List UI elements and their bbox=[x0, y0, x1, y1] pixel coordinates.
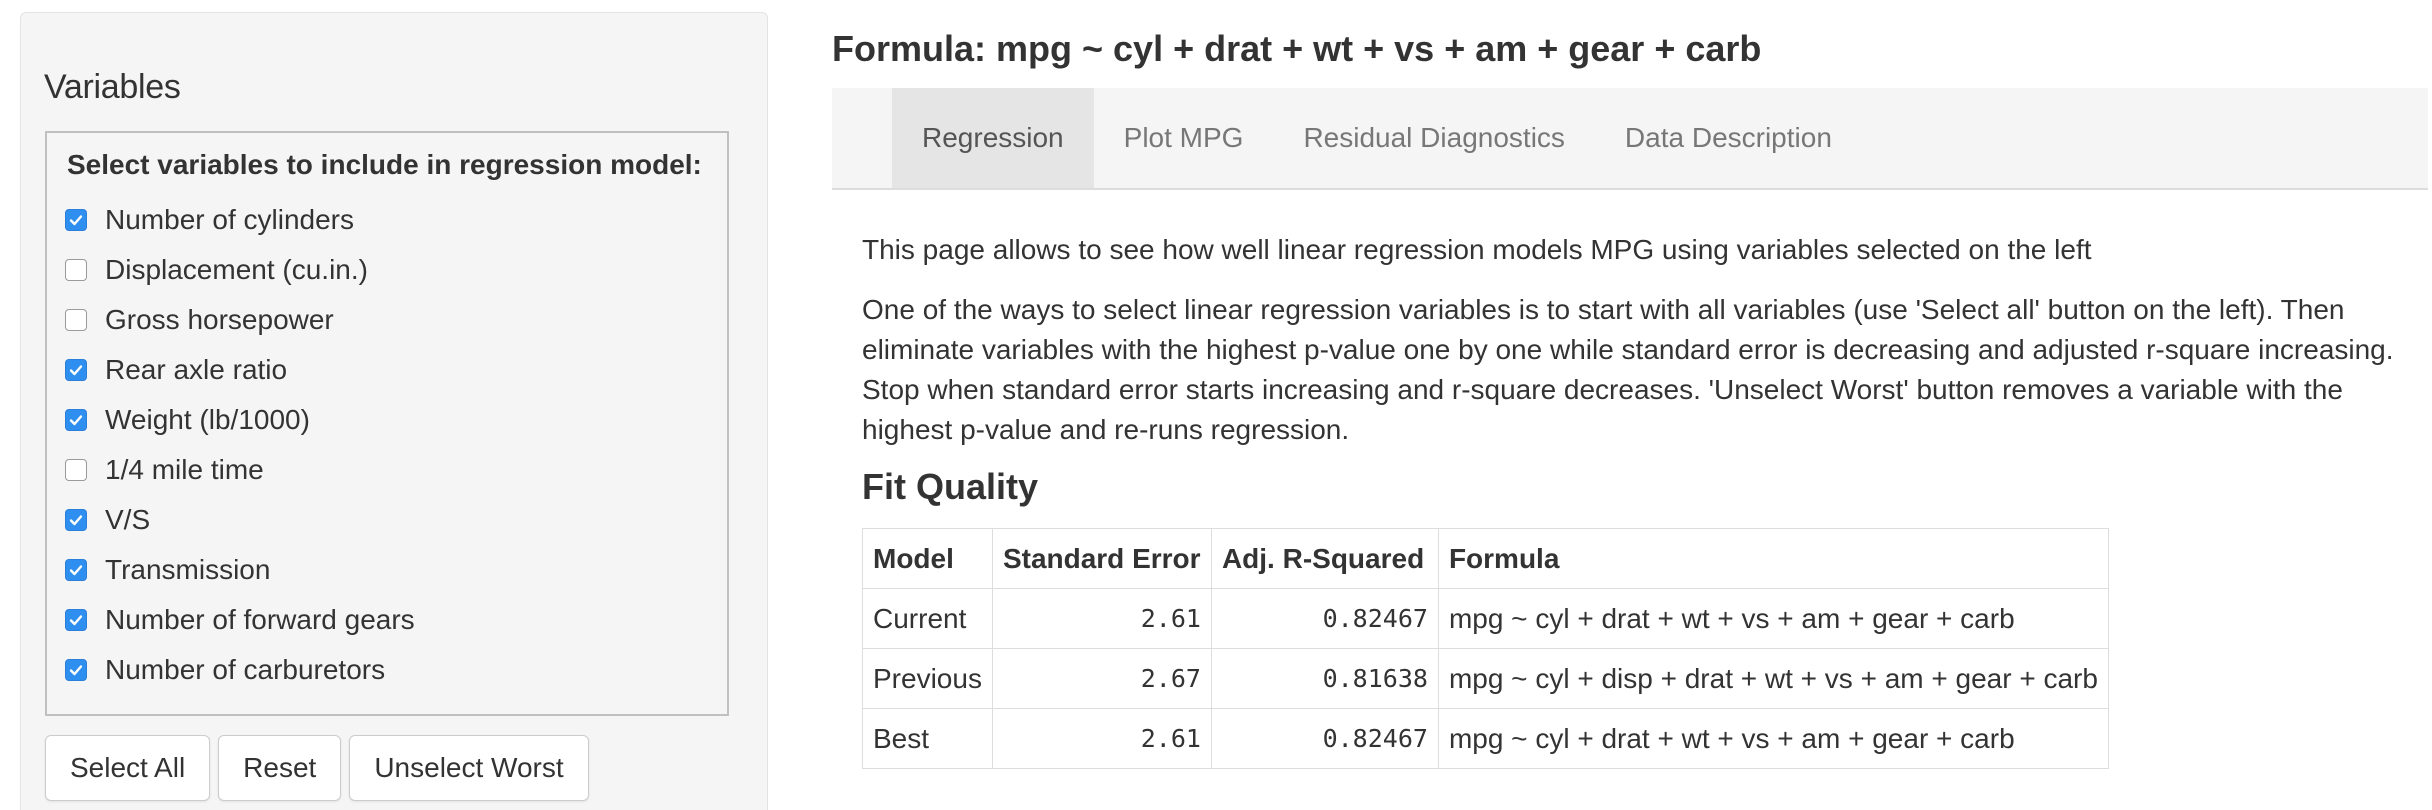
select-all-button[interactable]: Select All bbox=[45, 735, 211, 801]
variable-label: V/S bbox=[105, 504, 151, 535]
tab-plot-mpg[interactable]: Plot MPG bbox=[1123, 122, 1244, 153]
variables-legend: Select variables to include in regressio… bbox=[67, 149, 702, 180]
table-row-best: Best 2.61 0.82467 mpg ~ cyl + drat + wt … bbox=[862, 708, 2109, 769]
cell-standard-error: 2.67 bbox=[991, 648, 1212, 709]
variable-checkbox-qsec[interactable]: 1/4 mile time bbox=[65, 445, 415, 495]
cell-formula: mpg ~ cyl + drat + wt + vs + am + gear +… bbox=[1437, 708, 2109, 769]
checkbox-checked-icon[interactable] bbox=[65, 659, 87, 681]
variable-label: Displacement (cu.in.) bbox=[105, 254, 368, 285]
sidebar-panel: Variables Select variables to include in… bbox=[20, 12, 768, 810]
variable-checkbox-am[interactable]: Transmission bbox=[65, 545, 415, 595]
variable-checkbox-cyl[interactable]: Number of cylinders bbox=[65, 195, 415, 245]
checkbox-checked-icon[interactable] bbox=[65, 609, 87, 631]
column-header-standard-error: Standard Error bbox=[991, 528, 1212, 589]
column-header-model: Model bbox=[862, 528, 993, 589]
description-text: One of the ways to select linear regress… bbox=[862, 294, 2394, 445]
variable-checkbox-vs[interactable]: V/S bbox=[65, 495, 415, 545]
column-header-formula: Formula bbox=[1437, 528, 2109, 589]
tab-residual-diagnostics[interactable]: Residual Diagnostics bbox=[1303, 122, 1565, 153]
sidebar-button-row: Select All Reset Unselect Worst bbox=[45, 735, 589, 801]
variable-label: 1/4 mile time bbox=[105, 454, 264, 485]
main-panel: Formula: mpg ~ cyl + drat + wt + vs + am… bbox=[832, 0, 2432, 810]
fit-quality-title: Fit Quality bbox=[862, 466, 1039, 507]
cell-formula: mpg ~ cyl + disp + drat + wt + vs + am +… bbox=[1437, 648, 2109, 709]
variable-label: Number of cylinders bbox=[105, 204, 354, 235]
checkbox-checked-icon[interactable] bbox=[65, 409, 87, 431]
cell-model: Current bbox=[862, 588, 993, 649]
cell-formula: mpg ~ cyl + drat + wt + vs + am + gear +… bbox=[1437, 588, 2109, 649]
variables-checkbox-list: Number of cylinders Displacement (cu.in.… bbox=[65, 195, 415, 695]
tab-list: Regression Plot MPG Residual Diagnostics… bbox=[892, 88, 1862, 188]
cell-model: Best bbox=[862, 708, 993, 769]
variable-label: Rear axle ratio bbox=[105, 354, 288, 385]
cell-standard-error: 2.61 bbox=[991, 708, 1212, 769]
table-row-previous: Previous 2.67 0.81638 mpg ~ cyl + disp +… bbox=[862, 648, 2109, 709]
unselect-worst-button[interactable]: Unselect Worst bbox=[349, 735, 589, 801]
variable-label: Weight (lb/1000) bbox=[105, 404, 310, 435]
sidebar-title: Variables bbox=[44, 68, 181, 106]
checkbox-unchecked-icon[interactable] bbox=[65, 259, 87, 281]
column-header-adj-r-squared: Adj. R-Squared bbox=[1210, 528, 1439, 589]
variables-fieldset: Select variables to include in regressio… bbox=[45, 131, 729, 716]
formula-title: Formula: mpg ~ cyl + drat + wt + vs + am… bbox=[832, 28, 1762, 69]
table-row-current: Current 2.61 0.82467 mpg ~ cyl + drat + … bbox=[862, 588, 2109, 649]
variable-checkbox-disp[interactable]: Displacement (cu.in.) bbox=[65, 245, 415, 295]
cell-adj-r-squared: 0.82467 bbox=[1210, 588, 1439, 649]
table-header-row: Model Standard Error Adj. R-Squared Form… bbox=[862, 528, 2109, 589]
reset-button[interactable]: Reset bbox=[218, 735, 342, 801]
tab-data-description[interactable]: Data Description bbox=[1624, 122, 1832, 153]
variable-label: Gross horsepower bbox=[105, 304, 334, 335]
variable-checkbox-wt[interactable]: Weight (lb/1000) bbox=[65, 395, 415, 445]
checkbox-checked-icon[interactable] bbox=[65, 359, 87, 381]
checkbox-checked-icon[interactable] bbox=[65, 509, 87, 531]
variable-label: Number of carburetors bbox=[105, 654, 386, 685]
intro-text: This page allows to see how well linear … bbox=[862, 234, 2092, 265]
variable-label: Transmission bbox=[105, 554, 271, 585]
variable-checkbox-hp[interactable]: Gross horsepower bbox=[65, 295, 415, 345]
checkbox-unchecked-icon[interactable] bbox=[65, 309, 87, 331]
cell-adj-r-squared: 0.82467 bbox=[1210, 708, 1439, 769]
cell-standard-error: 2.61 bbox=[991, 588, 1212, 649]
checkbox-unchecked-icon[interactable] bbox=[65, 459, 87, 481]
checkbox-checked-icon[interactable] bbox=[65, 559, 87, 581]
cell-adj-r-squared: 0.81638 bbox=[1210, 648, 1439, 709]
tab-bar: Regression Plot MPG Residual Diagnostics… bbox=[832, 88, 2428, 190]
checkbox-checked-icon[interactable] bbox=[65, 209, 87, 231]
variable-label: Number of forward gears bbox=[105, 604, 415, 635]
variable-checkbox-drat[interactable]: Rear axle ratio bbox=[65, 345, 415, 395]
cell-model: Previous bbox=[862, 648, 993, 709]
fit-quality-table: Model Standard Error Adj. R-Squared Form… bbox=[862, 528, 2109, 769]
variable-checkbox-gear[interactable]: Number of forward gears bbox=[65, 595, 415, 645]
variable-checkbox-carb[interactable]: Number of carburetors bbox=[65, 645, 415, 695]
tab-regression[interactable]: Regression bbox=[892, 88, 1094, 188]
